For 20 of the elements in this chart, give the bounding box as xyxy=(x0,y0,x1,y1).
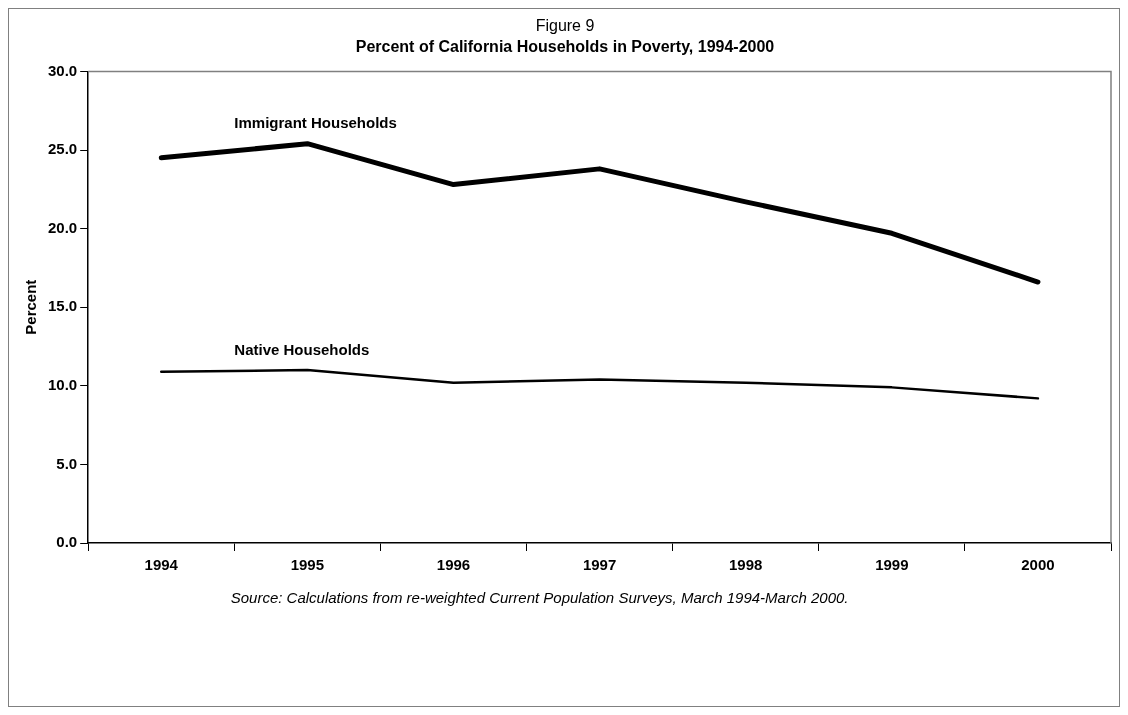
x-tick-label: 1997 xyxy=(582,556,617,574)
x-tick-label: 1996 xyxy=(436,556,471,574)
series-label: Native Households xyxy=(234,340,370,358)
y-tick-label: 0.0 xyxy=(56,533,78,551)
y-tick-label: 5.0 xyxy=(56,454,78,472)
series-label: Immigrant Households xyxy=(234,114,397,132)
x-tick-label: 1994 xyxy=(144,556,179,574)
x-tick-label: 1998 xyxy=(729,556,763,574)
x-tick-label: 1995 xyxy=(290,556,325,574)
chart-subtitle: Percent of California Households in Poverty, 1994-2000 xyxy=(355,38,775,56)
x-tick-label: 2000 xyxy=(1021,556,1055,574)
y-tick-label: 15.0 xyxy=(47,297,78,315)
y-tick-label: 30.0 xyxy=(47,61,78,79)
y-tick-label: 25.0 xyxy=(47,140,78,158)
y-tick-label: 20.0 xyxy=(47,218,78,236)
x-tick-label: 1999 xyxy=(875,556,909,574)
y-axis-title: Percent xyxy=(22,279,40,335)
chart-title: Figure 9 xyxy=(535,17,595,35)
y-tick-label: 10.0 xyxy=(47,375,78,393)
source-note: Source: Calculations from re-weighted Current Population Surveys, March 1994-March 2000. xyxy=(230,588,849,606)
